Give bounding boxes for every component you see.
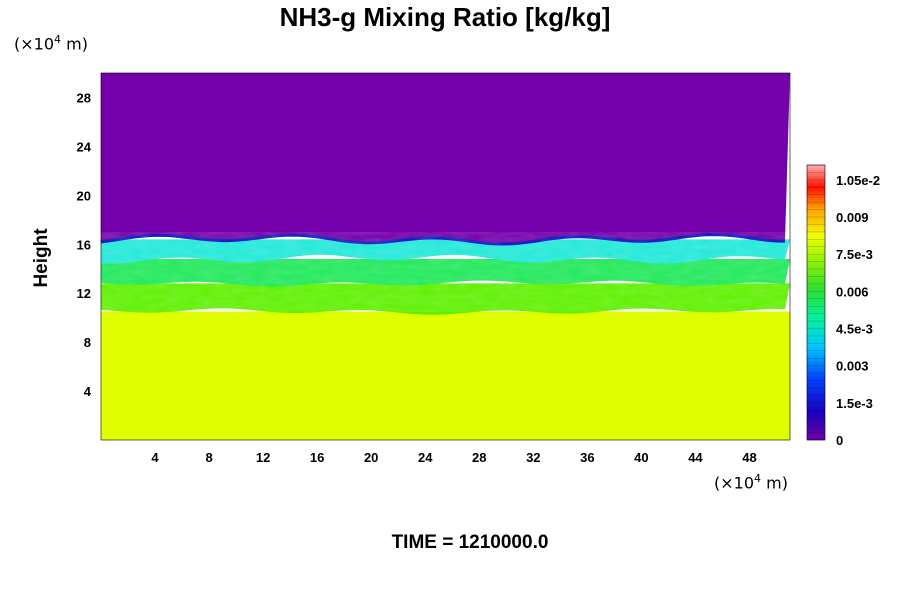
x-axis-ticks: 4 8 12 16 20 24 28 32 36 40 44 48 [151,450,756,465]
colorbar-tick-label: 0 [836,433,843,448]
y-tick-label: 24 [77,139,92,154]
mixing-ratio-field [100,72,791,441]
y-tick-label: 16 [77,237,91,252]
colorbar: 0 1.5e-3 0.003 4.5e-3 0.006 7.5e-3 0.009 1.05e-… [806,164,880,448]
time-label: TIME = 1210000.0 [391,532,549,553]
turbulence-texture [101,232,790,312]
x-tick-label: 48 [742,450,756,465]
x-tick-label: 20 [364,450,378,465]
plot-frame [100,72,791,441]
layer-0 [101,311,790,440]
x-axis-unit: (×104 m) [714,472,788,493]
x-tick-label: 24 [418,450,433,465]
x-tick-label: 36 [580,450,594,465]
x-tick-label: 8 [205,450,212,465]
y-tick-label: 20 [77,188,91,203]
colorbar-tick-label: 0.009 [836,210,869,225]
colorbar-tick-label: 1.5e-3 [836,396,873,411]
y-axis-unit: (×104 m) [14,33,88,54]
x-tick-label: 40 [634,450,648,465]
colorbar-gradient [806,164,826,441]
colorbar-tick-label: 0.006 [836,284,869,299]
x-tick-label: 4 [151,450,159,465]
layer-4 [101,73,790,244]
x-tick-label: 12 [256,450,270,465]
y-tick-label: 12 [77,286,91,301]
colorbar-tick-label: 0.003 [836,359,869,374]
y-tick-label: 28 [77,90,91,105]
x-tick-label: 28 [472,450,486,465]
y-axis-ticks: 4 8 12 16 20 24 28 [77,90,92,399]
colorbar-tick-label: 7.5e-3 [836,247,873,262]
x-tick-label: 44 [688,450,703,465]
colorbar-tick-label: 4.5e-3 [836,322,873,337]
chart-title: NH3-g Mixing Ratio [kg/kg] [279,2,611,32]
y-tick-label: 8 [84,335,91,350]
colorbar-tick-label: 1.05e-2 [836,173,880,188]
y-tick-label: 4 [84,384,92,399]
x-tick-label: 16 [310,450,324,465]
x-tick-label: 32 [526,450,540,465]
